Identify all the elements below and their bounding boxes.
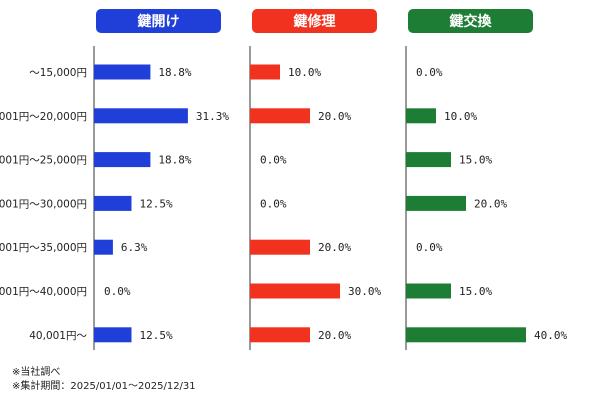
bar-value-label: 0.0% [260, 154, 287, 167]
series-header-badge [408, 9, 533, 33]
bar-value-label: 20.0% [318, 110, 351, 123]
bar-value-label: 0.0% [416, 241, 443, 254]
category-tick-labels: ～15,000円 15,001円～20,000円 20,001円～25,000円 25… [0, 67, 87, 342]
series-header-badge [96, 9, 221, 33]
bar-value-label: 12.5% [140, 329, 173, 342]
bar [406, 283, 451, 299]
bar [94, 152, 151, 168]
bar-value-label: 0.0% [260, 197, 287, 210]
category-tick-label: 15,001円～20,000円 [0, 111, 87, 123]
bar-value-label: 0.0% [416, 66, 443, 79]
value-labels: 18.8% 31.3% 18.8% 12.5% 6.3% 0.0% 12.5% 10.0% 20… [104, 66, 567, 342]
bar [406, 195, 466, 211]
bar-value-label: 18.8% [158, 66, 191, 79]
category-tick-label: 30,001円～35,000円 [0, 242, 87, 254]
bar-value-label: 20.0% [318, 329, 351, 342]
bar-value-label: 10.0% [288, 66, 321, 79]
bar-value-label: 15.0% [459, 285, 492, 298]
series-header-label: 鍵修理 [294, 13, 336, 30]
bar-value-label: 20.0% [474, 197, 507, 210]
footnote-source: ※当社調べ [12, 367, 61, 378]
category-tick-label: 20,001円～25,000円 [0, 155, 87, 167]
series-header-label: 鍵交換 [450, 13, 493, 30]
category-tick-label: 25,001円～30,000円 [0, 198, 87, 210]
bar-value-label: 30.0% [348, 285, 381, 298]
bar-value-label: 10.0% [444, 110, 477, 123]
series-header-label: 鍵開け [138, 13, 180, 30]
bar [94, 64, 151, 80]
category-tick-label: 40,001円～ [29, 330, 87, 342]
bar-value-label: 18.8% [158, 154, 191, 167]
bar-value-label: 40.0% [534, 329, 567, 342]
bar-value-label: 31.3% [196, 110, 229, 123]
bar [406, 327, 526, 343]
category-tick-label: 35,001円～40,000円 [0, 286, 87, 298]
bar [94, 239, 113, 255]
bar [94, 108, 188, 124]
series-header-badge [252, 9, 377, 33]
bar [94, 195, 132, 211]
bar [250, 327, 310, 343]
bar [406, 108, 436, 124]
panel-headers: 鍵開け 鍵修理 鍵交換 [96, 9, 533, 33]
bar-value-label: 0.0% [104, 285, 131, 298]
bar [250, 108, 310, 124]
bar [406, 152, 451, 168]
bar [250, 64, 280, 80]
bar-value-label: 6.3% [121, 241, 148, 254]
bar-value-label: 15.0% [459, 154, 492, 167]
bar-value-label: 20.0% [318, 241, 351, 254]
bar [250, 283, 340, 299]
footnote-period: ※集計期間：2025/01/01～2025/12/31 [12, 381, 196, 392]
category-tick-label: ～15,000円 [29, 67, 87, 79]
bar [250, 239, 310, 255]
bar-value-label: 12.5% [140, 197, 173, 210]
bar-marks [94, 64, 526, 343]
bar [94, 327, 132, 343]
